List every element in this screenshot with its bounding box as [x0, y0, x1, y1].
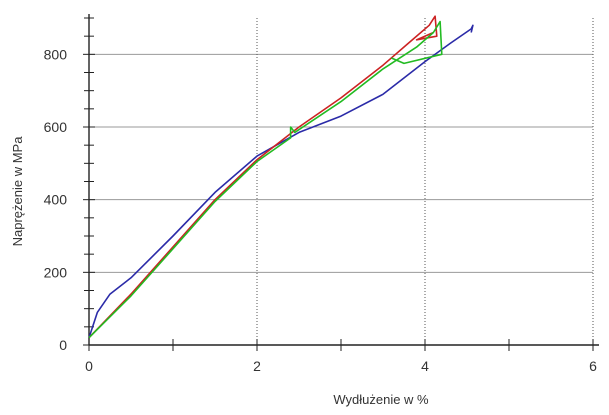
x-tick-label: 2 [253, 358, 261, 374]
series-line-3 [88, 20, 443, 339]
x-tick-label: 0 [85, 358, 93, 374]
y-tick-label: 400 [44, 192, 68, 208]
series-line-2 [88, 15, 438, 339]
y-tick-label: 800 [44, 46, 68, 62]
y-axis-label: Naprężenie w MPa [10, 136, 25, 247]
series-line-1 [88, 24, 474, 338]
y-tick-label: 0 [59, 337, 67, 353]
x-tick-label: 4 [421, 358, 429, 374]
x-axis-label: Wydłużenie w % [333, 392, 429, 407]
y-tick-label: 200 [44, 264, 68, 280]
x-tick-label: 6 [589, 358, 597, 374]
y-tick-label: 600 [44, 119, 68, 135]
